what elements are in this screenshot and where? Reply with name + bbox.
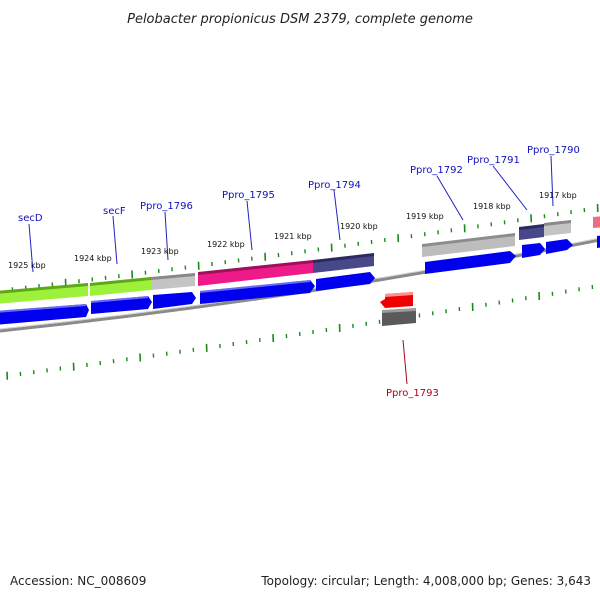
feature-track [0,216,600,304]
feature-secD [0,285,88,304]
kbp-label: 1924 kbp [74,254,112,263]
gene-label-ppro1793[interactable]: Ppro_1793 [386,388,439,399]
gene-label-ppro1794[interactable]: Ppro_1794 [308,180,361,191]
cds-track [0,235,600,325]
gene-label-ppro1790[interactable]: Ppro_1790 [527,145,580,156]
kbp-label: 1922 kbp [207,240,245,249]
complement-track [380,292,416,326]
gene-label-ppro1795[interactable]: Ppro_1795 [222,190,275,201]
gene-label-ppro1796[interactable]: Ppro_1796 [140,201,193,212]
cds-ppro1795 [200,280,315,304]
cds-edge [597,235,600,248]
gene-label-secD[interactable]: secD [18,213,43,224]
feature-ppro1794 [313,255,374,273]
accession-text: Accession: NC_008609 [10,574,147,588]
gene-label-secF[interactable]: secF [103,206,126,217]
kbp-label: 1921 kbp [274,232,312,241]
kbp-labels: 1925 kbp 1924 kbp 1923 kbp 1922 kbp 1921… [8,191,577,270]
kbp-label: 1925 kbp [8,261,46,270]
gene-label-ppro1792[interactable]: Ppro_1792 [410,165,463,176]
kbp-label: 1923 kbp [141,247,179,256]
kbp-label: 1917 kbp [539,191,577,200]
gene-labels: secD secF Ppro_1796 Ppro_1795 Ppro_1794 … [18,145,580,399]
cds-ppro1791 [522,243,545,258]
feature-ppro1795 [198,262,313,286]
tick-ring-inner [6,284,594,380]
cds-ppro1796 [153,292,196,309]
feature-ppro1792 [422,235,515,257]
cds-ppro1792 [425,251,516,274]
leader-lines [28,155,554,385]
kbp-label: 1918 kbp [473,202,511,211]
cds-ppro1790 [546,239,573,254]
feature-secF [90,279,151,296]
feature-ppro1790 [544,222,571,236]
feature-edge-pink [593,216,600,228]
feature-ppro1793 [382,310,416,326]
gene-label-ppro1791[interactable]: Ppro_1791 [467,155,520,166]
cds-ppro1794 [316,272,375,291]
topology-text: Topology: circular; Length: 4,008,000 bp… [261,574,591,588]
kbp-label: 1919 kbp [406,212,444,221]
genome-title: Pelobacter propionicus DSM 2379, complet… [127,12,473,27]
kbp-label: 1920 kbp [340,222,378,231]
tick-ring-outer [0,203,599,295]
feature-ppro1791 [519,226,544,240]
